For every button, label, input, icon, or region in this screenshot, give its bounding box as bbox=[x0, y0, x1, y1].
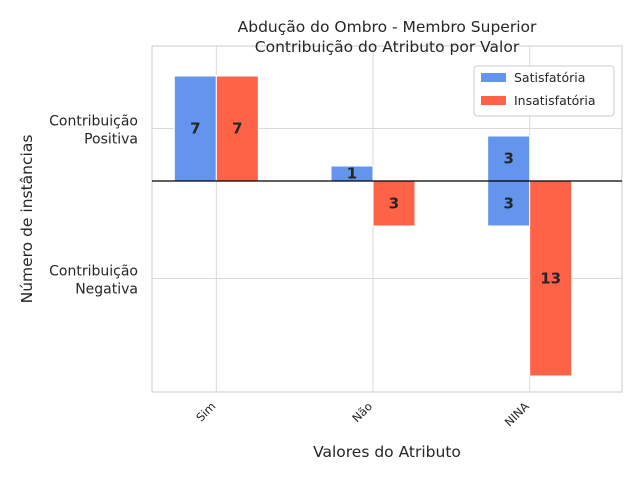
x-tick-labels: Sim Não NINA bbox=[193, 399, 532, 429]
bar-satisfatoria-positive bbox=[487, 135, 531, 182]
x-tick-label: Não bbox=[349, 399, 375, 425]
chart-title: Abdução do Ombro - Membro Superior bbox=[238, 18, 537, 36]
chart-subtitle: Contribuição do Atributo por Valor bbox=[255, 38, 520, 56]
legend-swatch-insatisfatoria bbox=[481, 96, 506, 105]
y-tick-labels: Contribuição Positiva Contribuição Negativa bbox=[49, 114, 138, 298]
data-label: 13 bbox=[540, 270, 561, 288]
data-label: 3 bbox=[389, 195, 399, 213]
legend-label-insatisfatoria: Insatisfatória bbox=[514, 93, 596, 108]
y-tick-label: Negativa bbox=[75, 282, 138, 298]
y-tick-label: Contribuição bbox=[49, 114, 138, 130]
x-tick-label: NINA bbox=[502, 399, 532, 429]
y-tick-label: Positiva bbox=[84, 132, 138, 148]
data-label: 3 bbox=[503, 195, 513, 213]
legend-swatch-satisfatoria bbox=[481, 73, 506, 82]
legend-box bbox=[473, 65, 615, 117]
data-label: 1 bbox=[347, 165, 357, 183]
bar-insatisfatoria-positive bbox=[215, 75, 259, 182]
data-label: 7 bbox=[190, 120, 200, 138]
data-label: 3 bbox=[503, 150, 513, 168]
legend: Satisfatória Insatisfatória bbox=[473, 65, 615, 117]
x-axis-label: Valores do Atributo bbox=[313, 443, 461, 461]
x-tick-label: Sim bbox=[193, 399, 218, 424]
y-tick-label: Contribuição bbox=[49, 264, 138, 280]
y-axis-label: Número de instâncias bbox=[18, 135, 36, 304]
legend-label-satisfatoria: Satisfatória bbox=[514, 70, 585, 85]
data-label: 7 bbox=[232, 120, 242, 138]
